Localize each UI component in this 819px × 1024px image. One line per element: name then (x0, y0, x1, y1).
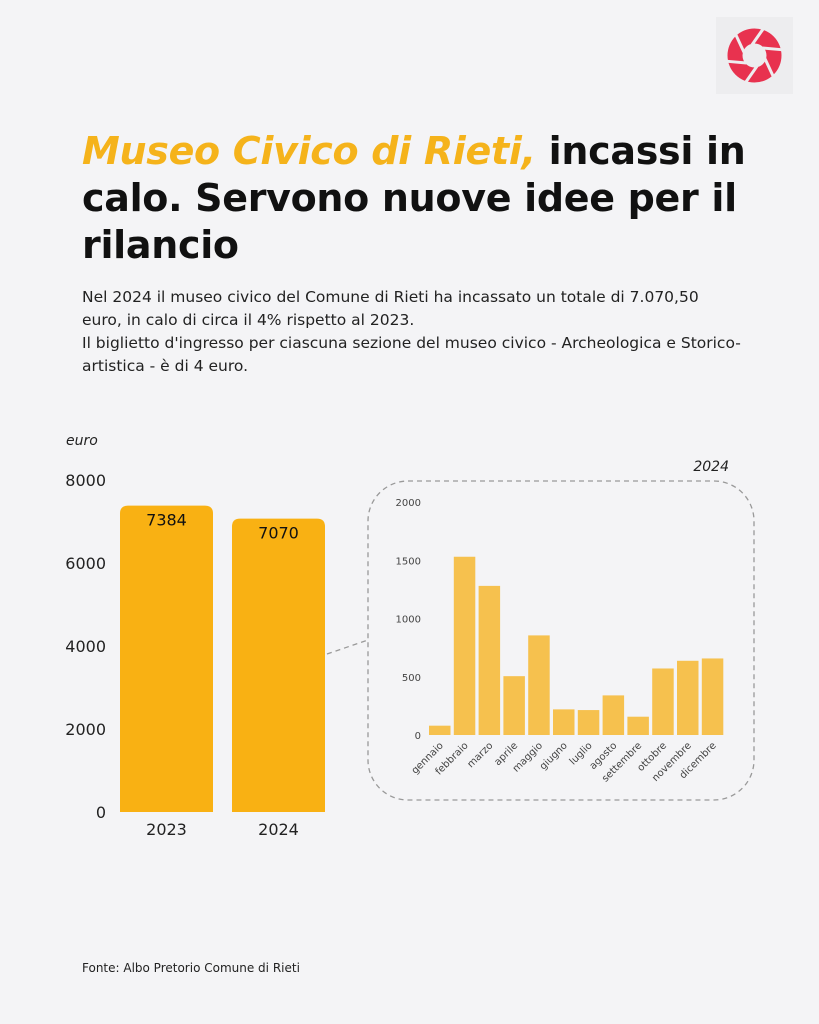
description-paragraph: Nel 2024 il museo civico del Comune di R… (82, 288, 699, 329)
aperture-hole (742, 43, 767, 68)
x-tick-label: giugno (538, 740, 570, 772)
y-tick-label: 1500 (396, 556, 421, 567)
data-label: 7384 (146, 511, 187, 530)
bar-settembre (627, 716, 649, 735)
aperture-gap (763, 58, 775, 78)
connector-line (326, 639, 369, 655)
page-title: Museo Civico di Rieti, incassi in calo. … (82, 128, 762, 269)
bar-2024 (232, 518, 325, 812)
y-tick-label: 1000 (396, 615, 421, 626)
y-tick-label: 2000 (65, 720, 106, 739)
aperture-gap (743, 65, 759, 84)
description: Nel 2024 il museo civico del Comune di R… (82, 286, 742, 378)
y-tick-label: 4000 (65, 637, 106, 656)
title-highlight: Museo Civico di Rieti, (82, 129, 536, 173)
bar-marzo (478, 585, 501, 735)
y-tick-label: 2000 (396, 498, 421, 509)
aperture-gap (734, 33, 746, 53)
aperture-gap (762, 46, 784, 52)
bar-2023 (120, 505, 213, 812)
description-paragraph: Il biglietto d'ingresso per ciascuna sez… (82, 334, 741, 375)
y-tick-label: 8000 (65, 471, 106, 490)
bar-novembre (677, 660, 699, 735)
camera-aperture-icon (725, 27, 784, 84)
y-tick-label: 500 (402, 673, 421, 684)
bar-luglio (577, 710, 600, 735)
y-tick-label: 6000 (65, 554, 106, 573)
bar-giugno (553, 709, 575, 735)
bar-maggio (528, 635, 550, 735)
y-axis-label: euro (66, 433, 98, 449)
x-tick-label: 2023 (146, 820, 187, 839)
aperture-gap (725, 59, 747, 65)
bar-agosto (602, 695, 625, 735)
detail-box (367, 480, 755, 801)
logo (716, 17, 793, 94)
bar-aprile (503, 676, 525, 735)
aperture-gap (750, 27, 766, 46)
bar-ottobre (652, 668, 674, 735)
chart-title: 2024 (693, 459, 729, 475)
title-rest: incassi in calo. Servono nuove idee per … (82, 129, 746, 267)
source-note: Fonte: Albo Pretorio Comune di Rieti (82, 961, 300, 975)
bar-gennaio (429, 725, 451, 735)
data-label: 7070 (258, 524, 299, 543)
x-tick-label: 2024 (258, 820, 299, 839)
bar-dicembre (701, 658, 724, 735)
x-tick-label: marzo (466, 740, 496, 770)
bar-febbraio (453, 556, 476, 735)
y-tick-label: 0 (415, 731, 421, 742)
y-tick-label: 0 (96, 803, 106, 822)
